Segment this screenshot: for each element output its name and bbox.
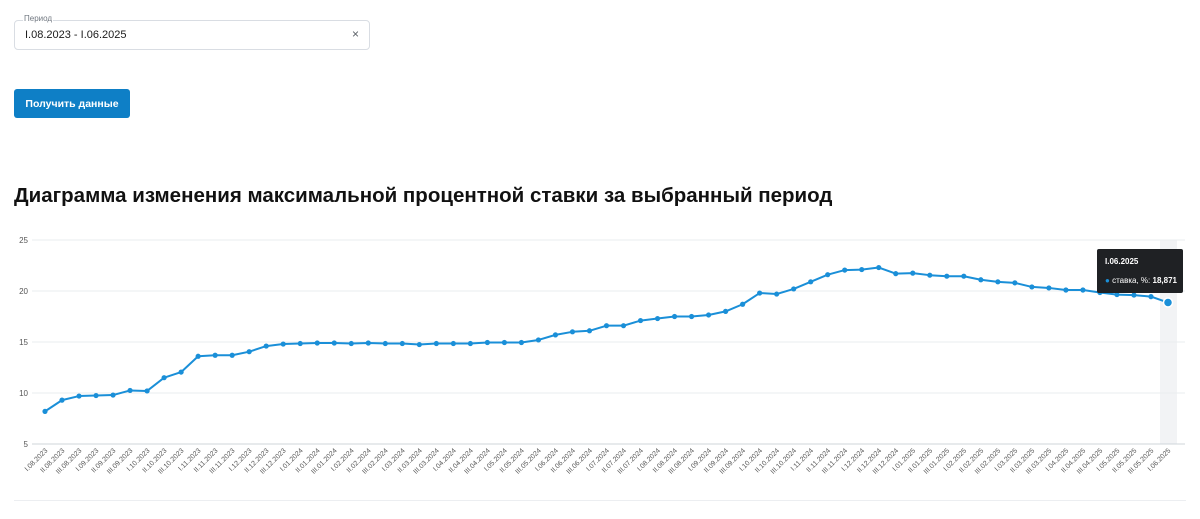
data-point	[501, 339, 508, 346]
data-point	[484, 339, 490, 346]
data-point	[229, 352, 235, 358]
data-point	[569, 329, 576, 335]
data-point	[723, 308, 729, 314]
data-point	[978, 277, 984, 283]
data-point	[825, 272, 831, 278]
tooltip-row: ● ставка, %: 18,871	[1105, 276, 1177, 285]
data-point	[876, 264, 882, 271]
series-line	[44, 266, 1169, 413]
data-point	[688, 313, 695, 320]
data-point	[1114, 291, 1120, 298]
data-point	[127, 387, 133, 394]
data-point	[314, 340, 320, 346]
data-point	[331, 340, 337, 346]
data-point	[382, 340, 388, 347]
y-tick-label: 25	[19, 236, 28, 245]
clear-icon[interactable]: ×	[351, 27, 359, 41]
data-point	[433, 340, 439, 347]
data-point	[212, 352, 218, 358]
data-point	[910, 270, 916, 276]
data-point	[791, 286, 797, 292]
data-point	[518, 339, 525, 346]
data-point	[757, 290, 763, 296]
data-point	[603, 323, 610, 329]
data-point	[1063, 287, 1069, 293]
y-tick-label: 5	[24, 440, 29, 449]
data-point	[416, 341, 422, 348]
data-point	[552, 332, 559, 338]
data-point	[1046, 285, 1052, 291]
tooltip-value: 18,871	[1152, 276, 1177, 285]
data-point	[450, 340, 456, 347]
data-point	[246, 349, 252, 355]
y-tick-label: 15	[19, 338, 28, 347]
data-point	[1131, 292, 1137, 298]
data-point	[927, 272, 933, 278]
data-point	[620, 323, 627, 329]
data-point	[995, 279, 1001, 285]
data-point	[178, 369, 184, 375]
data-point	[42, 408, 48, 414]
data-point	[1029, 284, 1035, 290]
data-point	[144, 388, 150, 394]
y-tick-label: 20	[19, 287, 28, 296]
data-point	[654, 315, 661, 322]
data-point	[297, 340, 303, 347]
data-point	[808, 279, 814, 285]
data-point	[637, 317, 644, 324]
data-point	[1080, 287, 1086, 293]
period-field[interactable]: I.08.2023 - I.06.2025 ×	[14, 20, 370, 50]
divider	[14, 500, 1186, 501]
period-value[interactable]: I.08.2023 - I.06.2025	[25, 29, 127, 41]
data-point	[280, 341, 286, 347]
data-point	[893, 271, 899, 277]
data-point	[76, 393, 82, 399]
chart-title: Диаграмма изменения максимальной процент…	[14, 184, 833, 207]
data-point	[399, 340, 405, 347]
data-point	[467, 340, 473, 347]
series-dot-icon: ●	[1105, 276, 1110, 285]
data-point	[705, 312, 712, 318]
data-point	[859, 266, 865, 273]
data-point	[944, 273, 950, 279]
tooltip-series-label: ставка, %:	[1112, 276, 1151, 285]
chart-tooltip: I.06.2025 ● ставка, %: 18,871	[1097, 249, 1183, 293]
data-point	[842, 267, 848, 273]
line-chart: 510152025I.08.2023II.08.2023III.08.2023I…	[19, 236, 1185, 476]
data-point	[740, 301, 746, 307]
y-tick-label: 10	[19, 389, 28, 398]
get-data-button[interactable]: Получить данные	[14, 89, 130, 118]
highlighted-data-point	[1162, 297, 1174, 308]
data-point	[1148, 294, 1154, 300]
data-point	[110, 392, 116, 398]
data-point	[59, 397, 65, 403]
data-point	[195, 353, 201, 359]
data-point	[161, 375, 167, 381]
data-point	[1012, 280, 1018, 286]
data-point	[961, 273, 967, 279]
tooltip-date: I.06.2025	[1105, 257, 1139, 266]
data-point	[93, 392, 99, 399]
data-point	[365, 340, 371, 346]
period-label: Период	[23, 14, 54, 23]
data-point	[671, 313, 678, 320]
data-point	[348, 340, 354, 347]
data-point	[774, 291, 780, 297]
data-point	[586, 328, 593, 334]
data-point	[263, 343, 269, 349]
data-point	[535, 337, 542, 343]
